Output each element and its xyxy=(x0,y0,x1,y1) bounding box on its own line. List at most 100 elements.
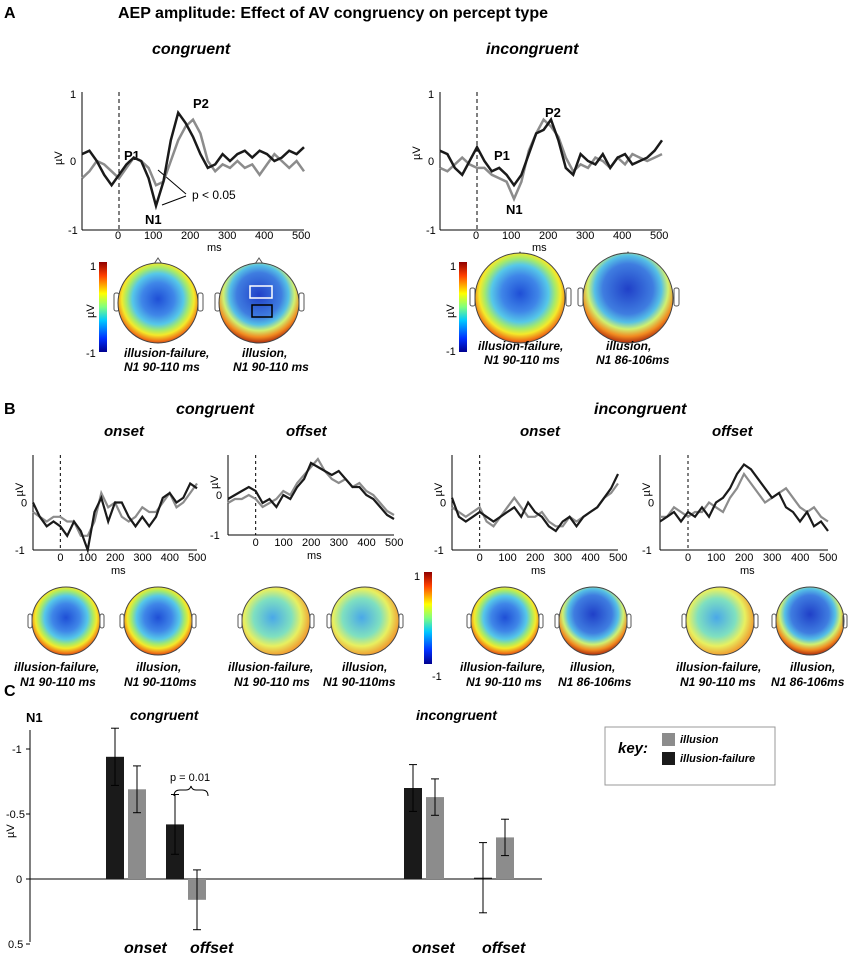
topo-label: illusion-failure, xyxy=(478,339,563,353)
topomap-incong-onset-illusion-failure xyxy=(466,586,544,656)
peak-label-n1: N1 xyxy=(506,202,523,217)
ear-right xyxy=(842,613,848,629)
c-incongruent-heading: incongruent xyxy=(416,707,498,723)
xtick: 0 xyxy=(115,230,121,242)
sig-arrow-lower xyxy=(161,195,187,206)
legend-label-illusion-failure: illusion-failure xyxy=(680,753,755,765)
topo-label: N1 90-110 ms xyxy=(20,675,96,689)
c-yticks: -1 -0.5 0 0.5 xyxy=(6,744,30,951)
xtick: 100 xyxy=(498,552,516,564)
y-unit: µV xyxy=(5,824,17,838)
erp-illusion-line xyxy=(32,482,198,537)
scalp-map xyxy=(474,252,566,344)
colorbar xyxy=(424,572,432,664)
topomap-incong-offset-illusion-failure xyxy=(681,586,759,656)
colorbar xyxy=(459,262,467,352)
a-incongruent-topomaps: 1 -1 µV illusion-failure, N1 90-110 ms i… xyxy=(445,251,680,367)
b-congruent-heading: congruent xyxy=(176,401,255,418)
ytick: -1 xyxy=(434,545,444,557)
y-unit: µV xyxy=(14,482,26,496)
b-incong-offset-heading: offset xyxy=(712,423,754,440)
colorbar-min: -1 xyxy=(432,671,442,683)
legend-swatch-illusion-failure xyxy=(662,752,675,765)
topo-label: illusion-failure, xyxy=(14,660,99,674)
a-congruent-topomaps: 1 -1 µV illusion-failure, N1 90-110 ms i… xyxy=(85,257,309,374)
c-onset-label-cong: onset xyxy=(124,940,167,954)
bar-illusion-failure xyxy=(106,756,124,879)
panel-label-c: C xyxy=(4,683,16,700)
colorbar-max: 1 xyxy=(414,571,420,583)
scalp-map xyxy=(330,586,400,656)
c-offset-label-cong: offset xyxy=(190,940,234,954)
topo-label: N1 86-106ms xyxy=(558,675,632,689)
a-incongruent-erp: 1 0 -1 µV 0 100 200 300 400 500 ms P1 N1… xyxy=(411,89,668,254)
topo-label: illusion, xyxy=(242,346,287,360)
erp-illusion-line xyxy=(227,457,395,516)
ear-left xyxy=(326,613,332,629)
panel-label-a: A xyxy=(4,5,16,22)
xtick: 200 xyxy=(735,552,753,564)
topo-label: illusion-failure, xyxy=(228,660,313,674)
xtick: 400 xyxy=(791,552,809,564)
xtick: 500 xyxy=(609,552,627,564)
legend-frame xyxy=(604,726,776,786)
scalp-map xyxy=(470,586,540,656)
xtick: 400 xyxy=(581,552,599,564)
ytick: 1 xyxy=(70,89,76,101)
sig-label: p < 0.05 xyxy=(192,188,236,202)
xtick: 200 xyxy=(181,230,199,242)
ear-right xyxy=(398,613,404,629)
x-unit: ms xyxy=(531,565,546,577)
topomap-illusion-failure xyxy=(113,257,204,344)
xtick: 0 xyxy=(685,552,691,564)
peak-label-n1: N1 xyxy=(145,212,162,227)
x-unit: ms xyxy=(111,565,126,577)
xtick: 500 xyxy=(650,230,668,242)
xtick: 200 xyxy=(526,552,544,564)
pvalue-label: p = 0.01 xyxy=(170,772,210,784)
x-unit: ms xyxy=(207,242,222,254)
ytick: 1 xyxy=(428,89,434,101)
ytick: 0 xyxy=(440,498,446,510)
bar-illusion-failure xyxy=(404,788,422,879)
scalp-map xyxy=(218,262,300,344)
erp-illusion-failure-line xyxy=(659,462,829,532)
erp-illusion-line xyxy=(439,117,663,203)
xtick: 0 xyxy=(57,552,63,564)
bar-illusion xyxy=(496,837,514,879)
topo-label: illusion-failure, xyxy=(676,660,761,674)
ear-left xyxy=(27,613,33,629)
c-bar-chart: N1 congruent incongruent µV -1 -0.5 0 0.5 p… xyxy=(5,707,542,954)
xtick: 400 xyxy=(255,230,273,242)
xtick: 300 xyxy=(576,230,594,242)
topomap-cong-offset-illusion-failure xyxy=(237,586,315,656)
topomap-cong-offset-illusion xyxy=(326,586,404,656)
ear-left xyxy=(681,613,687,629)
ytick: -1 xyxy=(15,545,25,557)
ytick: 0 xyxy=(648,498,654,510)
a-congruent-erp: 1 0 -1 µV 0 100 200 300 400 500 ms P1 N1… xyxy=(53,89,310,254)
ear-left xyxy=(237,613,243,629)
ytick: -1 xyxy=(12,744,22,756)
xtick: 0 xyxy=(477,552,483,564)
b-cong-onset-heading: onset xyxy=(104,423,145,440)
x-unit: ms xyxy=(307,550,322,562)
topomap-incong-onset-illusion xyxy=(554,586,632,656)
erp-illusion-line xyxy=(81,117,306,187)
topomap-illusion xyxy=(214,257,305,344)
ytick: -1 xyxy=(68,225,78,237)
b-topomaps xyxy=(27,586,848,656)
b-incong-onset-heading: onset xyxy=(520,423,561,440)
topo-label: N1 86-106ms xyxy=(596,353,670,367)
erp-illusion-line xyxy=(660,471,829,523)
colorbar-min: -1 xyxy=(86,348,96,360)
y-unit: µV xyxy=(53,151,65,165)
erp-illusion-failure-line xyxy=(439,116,664,188)
scalp-map xyxy=(775,586,845,656)
b-cong-offset-heading: offset xyxy=(286,423,328,440)
b-erp-plot: 0 100 200 300 400 500 ms 0 -1 µV xyxy=(209,455,403,562)
colorbar-min: -1 xyxy=(446,346,456,358)
topo-label: N1 90-110 ms xyxy=(680,675,756,689)
xtick: 100 xyxy=(79,552,97,564)
topo-label: N1 86-106ms xyxy=(771,675,845,689)
